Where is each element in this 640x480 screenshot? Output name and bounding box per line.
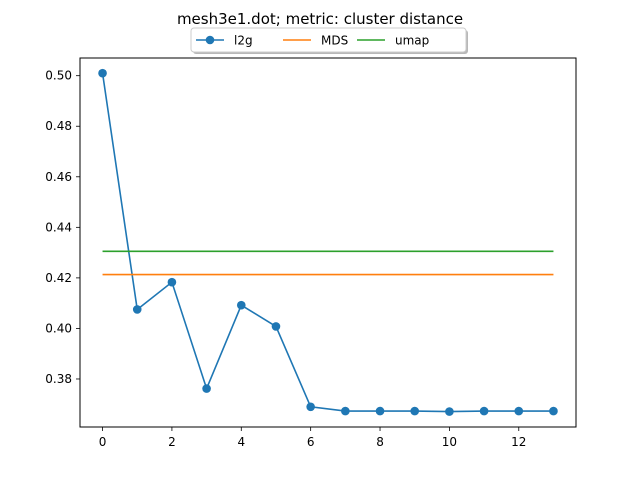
data-point-l2g: [549, 406, 558, 416]
x-tick-label: 6: [307, 435, 315, 449]
data-point-l2g: [167, 277, 177, 287]
data-point-l2g: [410, 406, 420, 416]
data-point-l2g: [445, 407, 454, 416]
y-tick-label: 0.38: [45, 372, 72, 386]
data-point-l2g: [375, 406, 385, 416]
data-point-l2g: [98, 68, 107, 78]
data-point-l2g: [514, 406, 524, 416]
series-layer: [98, 68, 558, 416]
data-point-l2g: [479, 406, 489, 416]
plot-area: [80, 58, 576, 427]
chart-title: mesh3e1.dot; metric: cluster distance: [177, 10, 463, 28]
x-axis: 0 2 4 6 8 10 12: [99, 427, 526, 449]
y-tick-label: 0.46: [45, 170, 72, 184]
legend-label-umap: umap: [395, 34, 429, 48]
y-tick-label: 0.50: [45, 69, 72, 83]
x-tick-label: 12: [511, 435, 526, 449]
legend-marker-l2g: [205, 35, 215, 45]
series-line-l2g: [101, 73, 554, 413]
x-tick-label: 4: [237, 435, 245, 449]
y-tick-label: 0.42: [45, 271, 72, 285]
plot-frame: [79, 57, 577, 428]
data-point-l2g: [236, 300, 246, 310]
legend-label-mds: MDS: [321, 34, 348, 48]
x-tick-label: 2: [168, 435, 176, 449]
y-tick-label: 0.44: [45, 220, 72, 234]
x-tick-label: 8: [376, 435, 384, 449]
data-point-l2g: [202, 384, 211, 393]
legend-label-l2g: l2g: [234, 34, 253, 48]
data-point-l2g: [306, 402, 315, 412]
x-tick-label: 10: [442, 435, 457, 449]
y-tick-label: 0.48: [45, 119, 72, 133]
data-point-l2g: [271, 322, 281, 331]
legend-box: [190, 27, 467, 53]
y-axis: 0.38 0.40 0.42 0.44 0.46 0.48 0.50: [45, 69, 80, 386]
y-tick-label: 0.40: [45, 321, 72, 335]
legend: l2g MDS umap: [190, 27, 468, 54]
x-tick-label: 0: [99, 435, 107, 449]
data-point-l2g: [132, 305, 142, 314]
data-point-l2g: [341, 406, 350, 416]
